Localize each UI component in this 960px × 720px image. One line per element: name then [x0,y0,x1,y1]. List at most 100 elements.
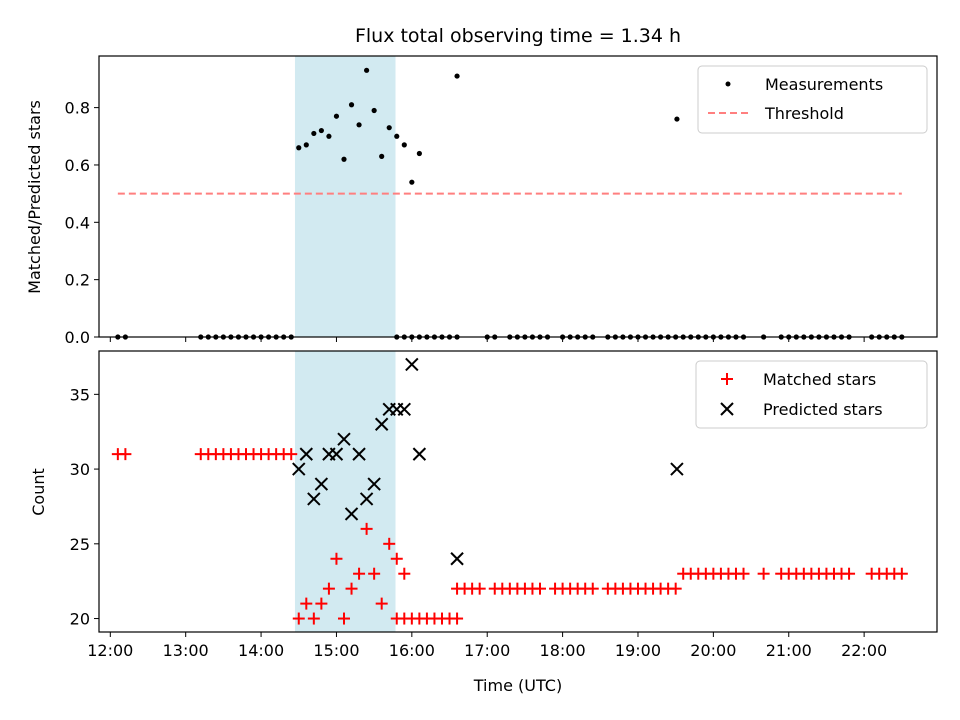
matched-stars-point [737,567,750,580]
matched-stars-point [586,582,599,595]
top-observing-window-shade [294,56,396,337]
measurement-point [303,142,309,148]
x-tick-label: 18:00 [540,641,586,660]
x-tick-label: 20:00 [690,641,736,660]
predicted-stars-point [397,402,412,416]
x-tick-label: 21:00 [766,641,812,660]
matched-stars-point [390,552,403,565]
x-tick-label: 12:00 [87,641,133,660]
legend-predicted-marker [720,402,734,416]
measurement-point [296,145,302,151]
x-tick-label: 22:00 [841,641,887,660]
bottom-plot-marks [111,357,908,625]
matched-stars-point [451,612,464,625]
legend-measurements-marker [725,81,731,87]
predicted-stars-point [405,357,419,372]
predicted-stars-point [292,462,306,476]
matched-stars-point [119,448,132,461]
matched-stars-point [307,612,320,625]
bottom-legend-box [695,360,928,429]
matched-stars-point [292,612,305,625]
bottom-legend: Matched stars Predicted stars [695,360,928,429]
measurement-point [333,113,340,119]
predicted-stars-point [344,507,359,521]
x-tick-label: 14:00 [238,641,284,660]
legend-predicted-label: Predicted stars [763,400,883,419]
y-tick-label: 0.4 [65,213,90,232]
predicted-stars-point [314,477,329,491]
x-tick-label: 17:00 [464,641,510,660]
x-axis-label: Time (UTC) [473,676,562,695]
top-subplot: 0.0 0.2 0.4 0.6 0.8 Flux total observing tim… [25,25,938,347]
predicted-stars-point [337,432,351,446]
predicted-stars-point [307,492,321,506]
x-tick-label: 13:00 [163,641,209,660]
matched-stars-point [315,597,328,610]
y-tick-label: 20 [70,610,90,629]
matched-stars-point [383,537,396,550]
bottom-axes-frame [98,350,938,633]
y-tick-label: 0.6 [65,156,90,175]
measurement-point [318,127,324,134]
predicted-stars-point [367,477,381,491]
matched-stars-point [843,567,856,580]
matched-stars-point [533,582,546,595]
predicted-stars-point [352,447,366,461]
top-axes-frame [98,55,938,338]
y-tick-label: 0.0 [65,328,90,347]
measurement-point [356,122,362,128]
predicted-stars-point [329,447,344,461]
measurement-point [341,156,347,162]
matched-stars-point [375,597,388,610]
matched-stars-point [330,552,343,565]
top-legend-box [697,65,928,134]
y-tick-label: 25 [70,535,90,554]
legend-matched-marker [721,373,733,385]
predicted-stars-point [359,492,374,506]
matched-stars-point [322,582,335,595]
bottom-observing-window-shade [294,351,396,632]
matched-stars-point [757,567,770,580]
bottom-y-ticks: 20 25 30 35 [70,385,99,629]
y-tick-label: 30 [70,460,90,479]
measurement-point [401,142,407,148]
top-y-ticks: 0.0 0.2 0.4 0.6 0.8 [65,99,99,347]
matched-stars-point [368,567,381,580]
bottom-x-ticks: 12:00 13:00 14:00 15:00 16:00 17:00 18:00 19:00… [87,632,887,660]
measurement-point [348,102,355,108]
measurement-point [311,130,317,137]
matched-stars-point [360,522,373,535]
legend-measurements-label: Measurements [765,75,883,94]
top-y-axis-label: Matched/Predicted stars [25,100,44,294]
matched-stars-point [669,582,682,595]
measurement-point [416,150,422,157]
bottom-y-axis-label: Count [29,468,48,516]
measurement-point [409,179,415,185]
measurement-point [371,107,377,114]
matched-stars-point [337,612,350,625]
measurement-point [386,125,392,131]
x-tick-label: 19:00 [615,641,661,660]
measurement-point [674,116,680,122]
legend-matched-label: Matched stars [763,370,876,389]
y-tick-label: 0.8 [65,99,90,118]
top-legend: Measurements Threshold [697,65,928,134]
predicted-stars-point [374,417,389,431]
measurement-point [364,67,370,73]
matched-stars-point [345,582,358,595]
measurement-point [379,153,385,159]
top-x-ticks [109,337,865,342]
predicted-stars-point [450,552,464,566]
legend-threshold-label: Threshold [764,104,844,123]
measurement-point [326,133,332,139]
predicted-stars-point [670,462,684,476]
x-tick-label: 16:00 [389,641,435,660]
matched-stars-point [473,582,486,595]
predicted-stars-point [299,447,314,461]
matched-stars-point [895,567,908,580]
y-tick-label: 0.2 [65,271,90,290]
matched-stars-point [353,567,366,580]
y-tick-label: 35 [70,385,90,404]
